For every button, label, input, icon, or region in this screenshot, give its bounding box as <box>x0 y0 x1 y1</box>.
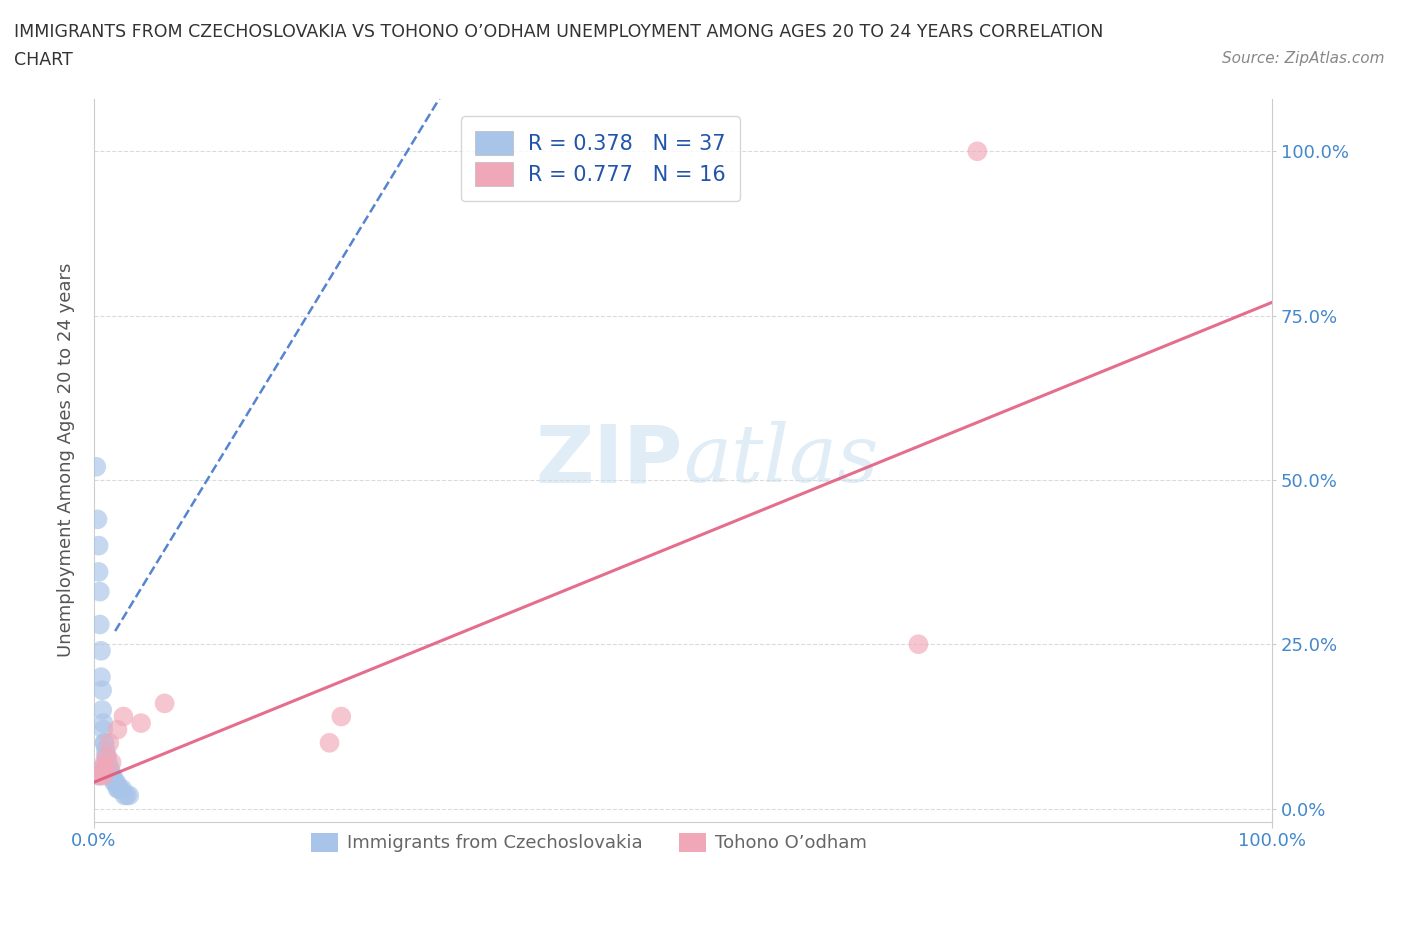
Point <box>90 762 112 777</box>
Point <box>104 775 127 790</box>
Point <box>105 775 128 790</box>
Point <box>93 723 115 737</box>
Point <box>98 736 121 751</box>
Point <box>100 768 122 783</box>
Point <box>97 762 120 777</box>
Legend: Immigrants from Czechoslovakia, Tohono O’odham: Immigrants from Czechoslovakia, Tohono O… <box>304 826 873 859</box>
Point <box>87 768 110 783</box>
Point <box>107 781 129 796</box>
Y-axis label: Unemployment Among Ages 20 to 24 years: Unemployment Among Ages 20 to 24 years <box>58 263 75 658</box>
Point <box>84 459 107 474</box>
Text: atlas: atlas <box>683 421 879 498</box>
Point <box>103 775 125 790</box>
Point <box>94 742 117 757</box>
Point <box>111 781 134 796</box>
Text: CHART: CHART <box>14 51 73 69</box>
Point <box>330 709 353 724</box>
Text: ZIP: ZIP <box>536 421 683 499</box>
Point <box>94 749 117 764</box>
Point <box>907 637 929 652</box>
Point <box>89 768 111 783</box>
Point <box>100 768 122 783</box>
Point <box>93 716 115 731</box>
Text: IMMIGRANTS FROM CZECHOSLOVAKIA VS TOHONO O’ODHAM UNEMPLOYMENT AMONG AGES 20 TO 2: IMMIGRANTS FROM CZECHOSLOVAKIA VS TOHONO… <box>14 23 1104 41</box>
Point <box>89 618 111 632</box>
Text: Source: ZipAtlas.com: Source: ZipAtlas.com <box>1222 51 1385 66</box>
Point <box>93 736 115 751</box>
Point <box>100 755 122 770</box>
Point <box>115 788 138 803</box>
Point <box>129 716 152 731</box>
Point <box>114 788 136 803</box>
Point <box>97 755 120 770</box>
Point <box>107 781 129 796</box>
Point <box>86 512 108 526</box>
Point <box>966 144 988 159</box>
Point <box>93 736 115 751</box>
Point <box>91 762 114 777</box>
Point <box>91 702 114 717</box>
Point <box>101 768 124 783</box>
Point <box>90 670 112 684</box>
Point <box>87 538 110 553</box>
Point <box>100 762 122 777</box>
Point <box>90 644 112 658</box>
Point <box>118 788 141 803</box>
Point <box>153 696 176 711</box>
Point <box>108 781 131 796</box>
Point <box>91 683 114 698</box>
Point <box>93 768 115 783</box>
Point <box>87 565 110 579</box>
Point <box>93 755 115 770</box>
Point <box>318 736 340 751</box>
Point <box>96 749 118 764</box>
Point <box>107 723 129 737</box>
Point <box>112 709 135 724</box>
Point <box>94 762 117 777</box>
Point <box>96 755 118 770</box>
Point <box>98 762 121 777</box>
Point <box>89 584 111 599</box>
Point <box>96 749 118 764</box>
